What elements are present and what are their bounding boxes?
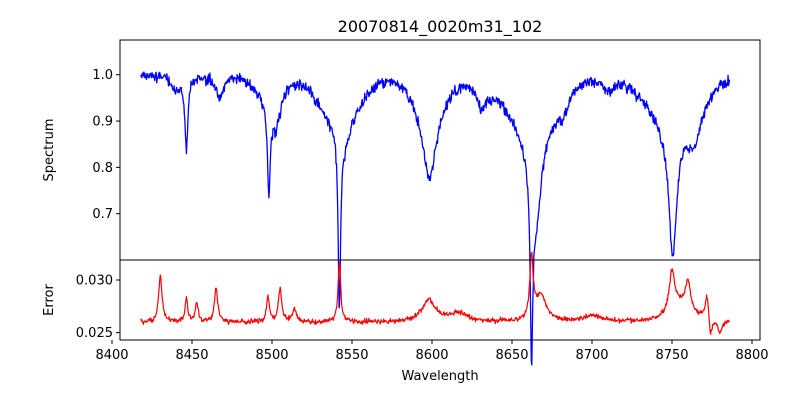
spectrum-ytick-label: 1.0 [92, 68, 113, 83]
x-tick-label: 8450 [175, 348, 208, 363]
error-series [140, 251, 731, 335]
error-ytick-label: 0.025 [76, 326, 113, 341]
spectrum-ytick-label: 0.8 [92, 161, 113, 176]
x-tick-label: 8750 [655, 348, 688, 363]
x-tick-label: 8700 [575, 348, 608, 363]
spectrum-y-label: Spectrum [42, 119, 57, 182]
error-axes-frame [119, 259, 761, 341]
error-panel: Error Wavelength 0.025 0.030 8400 8450 8500… [42, 251, 769, 384]
spectrum-panel: 20070814_0020m31_102 Spectrum 0.7 0.8 0.9 1… [42, 17, 761, 366]
error-ytick-label: 0.030 [76, 274, 113, 289]
spectrum-ytick-label: 0.9 [92, 115, 113, 130]
error-y-axis: 0.025 0.030 [76, 274, 120, 341]
x-axis-label: Wavelength [401, 369, 478, 384]
x-tick-label: 8550 [335, 348, 368, 363]
error-line [140, 251, 731, 335]
spectrum-ytick-label: 0.7 [92, 207, 113, 222]
x-tick-label: 8500 [255, 348, 288, 363]
x-tick-label: 8600 [415, 348, 448, 363]
x-tick-label: 8650 [495, 348, 528, 363]
spectrum-y-axis: 0.7 0.8 0.9 1.0 [92, 68, 120, 222]
error-y-label: Error [42, 284, 57, 316]
spectrum-series [140, 71, 731, 366]
figure-title: 20070814_0020m31_102 [338, 17, 543, 37]
x-tick-label: 8800 [735, 348, 768, 363]
x-tick-label: 8400 [95, 348, 128, 363]
x-axis: 8400 8450 8500 8550 8600 8650 8700 8750 8800 [95, 340, 769, 363]
spectrum-line [140, 71, 731, 366]
